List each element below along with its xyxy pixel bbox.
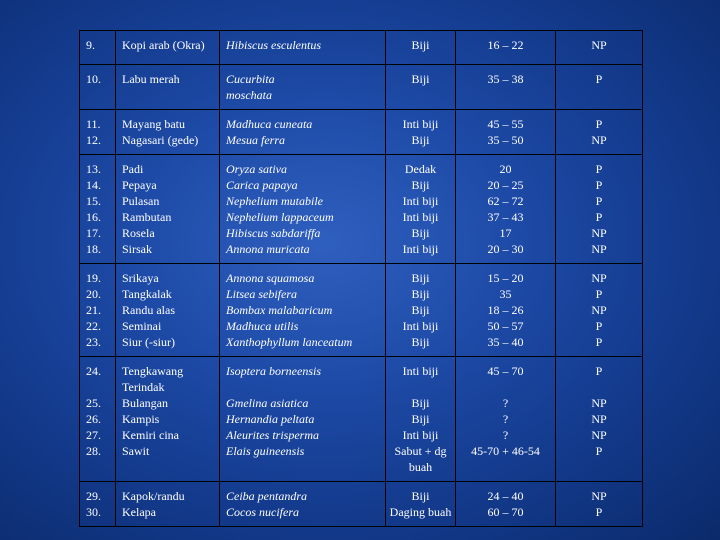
status-code: NP P bbox=[555, 481, 643, 527]
plant-part: Dedak Biji Inti biji Inti biji Biji Inti… bbox=[385, 154, 456, 264]
plant-name: Labu merah bbox=[115, 64, 220, 110]
status-code: P NP NP NP P bbox=[555, 356, 643, 482]
plant-name: Kopi arab (Okra) bbox=[115, 30, 220, 65]
plant-name: Mayang batu Nagasari (gede) bbox=[115, 109, 220, 155]
plant-part: Inti biji Biji bbox=[385, 109, 456, 155]
plant-name: Srikaya Tangkalak Randu alas Seminai Siu… bbox=[115, 263, 220, 357]
scientific-name: Hibiscus esculentus bbox=[219, 30, 386, 65]
plant-name: Kapok/randu Kelapa bbox=[115, 481, 220, 527]
table-row: 13. 14. 15. 16. 17. 18. Padi Pepaya Pula… bbox=[79, 154, 643, 264]
scientific-name: Ceiba pentandra Cocos nucifera bbox=[219, 481, 386, 527]
row-number: 19. 20. 21. 22. 23. bbox=[79, 263, 116, 357]
table-row: 11. 12. Mayang batu Nagasari (gede) Madh… bbox=[79, 109, 643, 155]
table-row: 29. 30. Kapok/randu Kelapa Ceiba pentand… bbox=[79, 481, 643, 527]
status-code: P P P P NP NP bbox=[555, 154, 643, 264]
scientific-name: Isoptera borneensis Gmelina asiatica Her… bbox=[219, 356, 386, 482]
oil-content: 16 – 22 bbox=[455, 30, 556, 65]
table-row: 10. Labu merah Cucurbita moschata Biji 3… bbox=[79, 64, 643, 110]
row-number: 29. 30. bbox=[79, 481, 116, 527]
row-number: 9. bbox=[79, 30, 116, 65]
status-code: NP bbox=[555, 30, 643, 65]
plant-part: Biji bbox=[385, 64, 456, 110]
table-row: 19. 20. 21. 22. 23. Srikaya Tangkalak Ra… bbox=[79, 263, 643, 357]
table-row: 24. 25. 26. 27. 28. Tengkawang Terindak … bbox=[79, 356, 643, 482]
oil-content: 45 – 55 35 – 50 bbox=[455, 109, 556, 155]
plant-part: Biji Daging buah bbox=[385, 481, 456, 527]
oil-content: 15 – 20 35 18 – 26 50 – 57 35 – 40 bbox=[455, 263, 556, 357]
status-code: NP P NP P P bbox=[555, 263, 643, 357]
scientific-name: Cucurbita moschata bbox=[219, 64, 386, 110]
plant-name: Tengkawang Terindak Bulangan Kampis Kemi… bbox=[115, 356, 220, 482]
oil-content: 20 20 – 25 62 – 72 37 – 43 17 20 – 30 bbox=[455, 154, 556, 264]
table-row: 9. Kopi arab (Okra) Hibiscus esculentus … bbox=[79, 30, 643, 65]
plant-oil-table: 9. Kopi arab (Okra) Hibiscus esculentus … bbox=[79, 30, 643, 527]
status-code: P bbox=[555, 64, 643, 110]
status-code: P NP bbox=[555, 109, 643, 155]
oil-content: 24 – 40 60 – 70 bbox=[455, 481, 556, 527]
row-number: 10. bbox=[79, 64, 116, 110]
scientific-name: Madhuca cuneata Mesua ferra bbox=[219, 109, 386, 155]
plant-part: Biji Biji Biji Inti biji Biji bbox=[385, 263, 456, 357]
row-number: 24. 25. 26. 27. 28. bbox=[79, 356, 116, 482]
scientific-name: Annona squamosa Litsea sebifera Bombax m… bbox=[219, 263, 386, 357]
scientific-name: Oryza sativa Carica papaya Nephelium mut… bbox=[219, 154, 386, 264]
plant-name: Padi Pepaya Pulasan Rambutan Rosela Sirs… bbox=[115, 154, 220, 264]
oil-content: 45 – 70 ? ? ? 45-70 + 46-54 bbox=[455, 356, 556, 482]
plant-part: Biji bbox=[385, 30, 456, 65]
plant-part: Inti biji Biji Biji Inti biji Sabut + dg… bbox=[385, 356, 456, 482]
row-number: 11. 12. bbox=[79, 109, 116, 155]
oil-content: 35 – 38 bbox=[455, 64, 556, 110]
row-number: 13. 14. 15. 16. 17. 18. bbox=[79, 154, 116, 264]
